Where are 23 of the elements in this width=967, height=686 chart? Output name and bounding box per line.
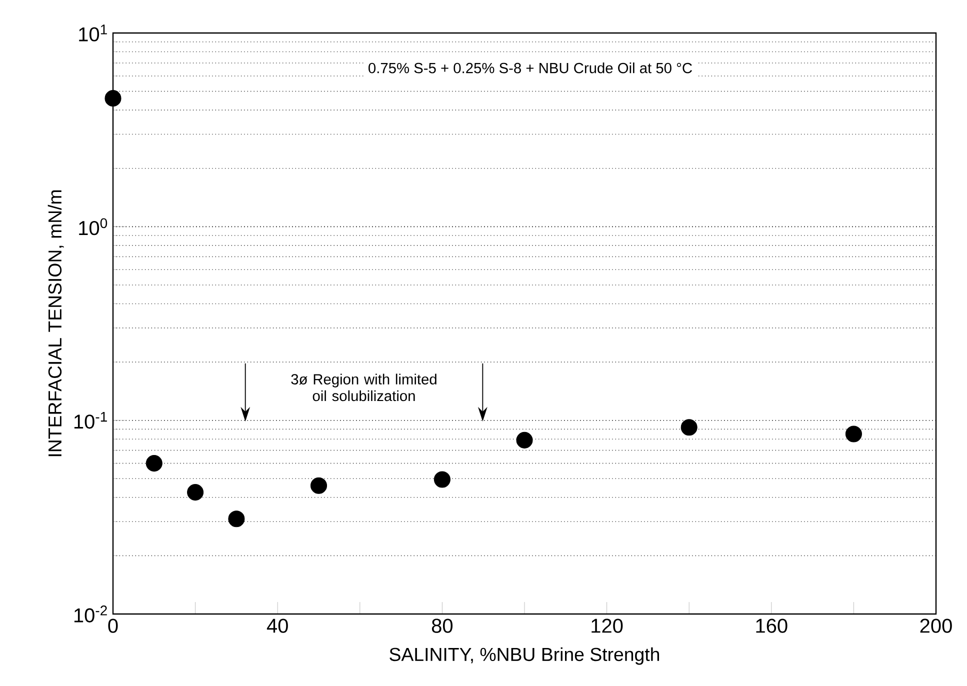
x-tick-label: 80 <box>432 618 453 633</box>
point <box>187 484 204 501</box>
y-axis-title: INTERFACIAL TENSION, mN/m <box>48 190 64 456</box>
x-tick-label: 0 <box>108 618 118 633</box>
x-axis-title: SALINITY, %NBU Brine Strength <box>390 647 660 665</box>
point <box>310 477 328 494</box>
x-tick-label: 200 <box>920 618 952 633</box>
x-tick-label: 40 <box>266 618 288 633</box>
point <box>146 455 162 472</box>
point <box>228 510 245 528</box>
y-tick-label: 10$^{1}$ <box>79 24 107 42</box>
point <box>104 90 122 107</box>
point <box>680 419 698 436</box>
annotation: 0.75% S-5 + 0.25% S-8 + NBU Crude Oil at 50 °C <box>368 62 692 74</box>
x-tick-label: 120 <box>592 618 623 633</box>
annotation: 3ø Region with limited oil solubilization <box>291 374 436 402</box>
point <box>845 426 862 442</box>
y-tick-label: 10$^{-1}$ <box>74 412 107 429</box>
y-tick-label: 10$^{-2}$ <box>74 606 107 622</box>
x-tick-label: 160 <box>756 618 788 633</box>
point <box>516 432 533 448</box>
point <box>434 471 450 488</box>
y-tick-label: 10$^{0}$ <box>79 218 108 236</box>
